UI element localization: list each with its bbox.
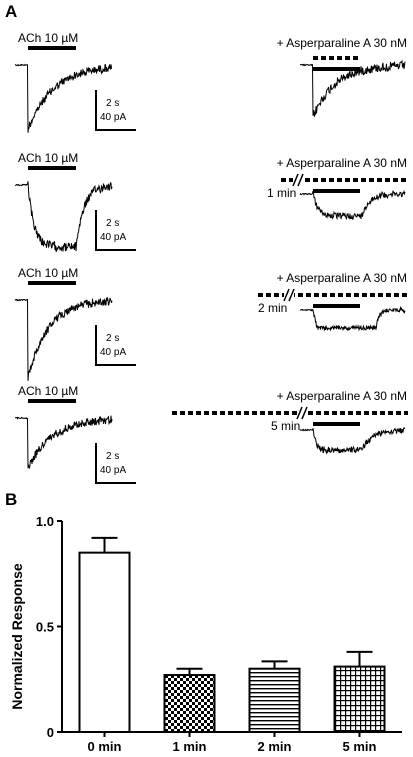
- treatment-current-trace: [299, 427, 406, 455]
- x-tick-label: 5 min: [343, 739, 377, 754]
- treatment-current-trace: [300, 59, 406, 117]
- scale-current-label: 40 pA: [100, 112, 126, 123]
- scale-current-label: 40 pA: [100, 347, 126, 358]
- ach-label: ACh 10 µM: [18, 384, 78, 398]
- treatment-current-trace: [299, 189, 406, 221]
- time-break: [301, 406, 308, 420]
- control-current-trace: [14, 63, 113, 133]
- incubation-time-label: 2 min: [258, 301, 287, 315]
- panel-b-bar-chart: B 0 0.5 1.0 Normalized Response 0 min 1 min 2 …: [5, 490, 402, 754]
- trace-row: ACh 10 µM 2 s 40 pA + Asperparaline A 30 nM…: [15, 384, 408, 484]
- time-break: [283, 288, 290, 302]
- time-break: [297, 173, 304, 187]
- y-axis-label: Normalized Response: [9, 563, 25, 709]
- panel-a-traces: ACh 10 µM 2 s 40 pA + Asperparaline A 30 nM…: [14, 31, 408, 484]
- scale-current-label: 40 pA: [100, 232, 126, 243]
- time-break: [296, 406, 303, 420]
- incubation-time-label: 1 min: [267, 186, 296, 200]
- asperparaline-label: + Asperparaline A 30 nM: [277, 271, 407, 285]
- asperparaline-label: + Asperparaline A 30 nM: [277, 36, 407, 50]
- y-tick-label: 0.5: [36, 620, 54, 635]
- treatment-current-trace: [299, 305, 406, 332]
- ach-label: ACh 10 µM: [18, 266, 78, 280]
- scale-bar: [95, 210, 136, 251]
- x-tick-label: 1 min: [173, 739, 207, 754]
- trace-row: ACh 10 µM 2 s 40 pA + Asperparaline A 30 nM…: [14, 266, 408, 381]
- asperparaline-label: + Asperparaline A 30 nM: [277, 389, 407, 403]
- scale-bar: [95, 325, 136, 366]
- time-break: [293, 174, 303, 186]
- time-break: [297, 407, 307, 419]
- asperparaline-label: + Asperparaline A 30 nM: [277, 156, 407, 170]
- control-current-trace: [15, 415, 113, 469]
- x-tick-label: 0 min: [88, 739, 122, 754]
- scale-time-label: 2 s: [106, 98, 119, 109]
- y-tick-label: 1.0: [36, 514, 54, 529]
- scale-bar: [95, 90, 136, 131]
- time-break: [288, 288, 295, 302]
- ach-label: ACh 10 µM: [18, 31, 78, 45]
- control-current-trace: [14, 181, 113, 252]
- control-current-trace: [14, 296, 113, 381]
- incubation-time-label: 5 min: [271, 419, 300, 433]
- scale-time-label: 2 s: [106, 333, 119, 344]
- bar: [163, 674, 216, 734]
- bar: [333, 665, 386, 734]
- y-tick-label: 0: [47, 725, 54, 740]
- bar: [78, 551, 131, 734]
- x-tick-label: 2 min: [258, 739, 292, 754]
- scale-bar: [95, 443, 136, 484]
- bar: [248, 667, 301, 734]
- scale-time-label: 2 s: [106, 218, 119, 229]
- scale-current-label: 40 pA: [100, 465, 126, 476]
- scale-time-label: 2 s: [106, 451, 119, 462]
- time-break: [292, 173, 299, 187]
- trace-row: ACh 10 µM 2 s 40 pA + Asperparaline A 30 nM…: [14, 151, 408, 252]
- panel-b-letter: B: [5, 490, 17, 509]
- trace-row: ACh 10 µM 2 s 40 pA + Asperparaline A 30 nM: [14, 31, 407, 133]
- panel-a-letter: A: [5, 2, 17, 21]
- ach-label: ACh 10 µM: [18, 151, 78, 165]
- time-break: [284, 289, 294, 301]
